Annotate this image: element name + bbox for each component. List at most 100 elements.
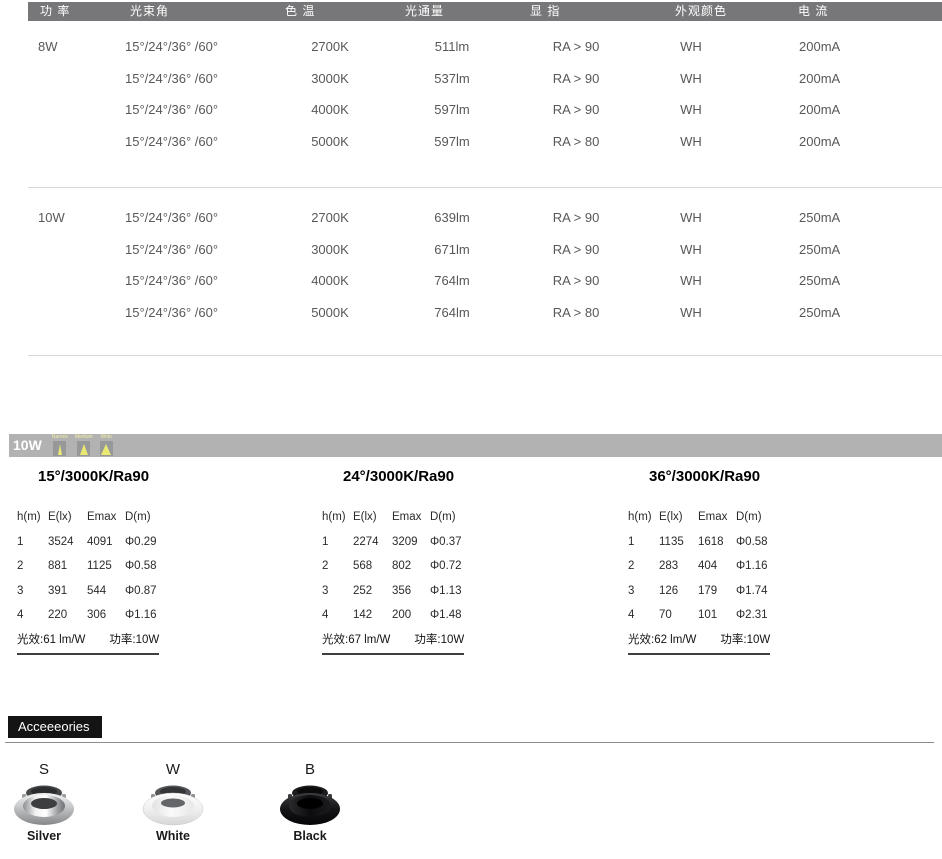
photometric-row: 3 126 179 Φ1.74 bbox=[628, 579, 848, 604]
col-header: h(m) bbox=[628, 511, 652, 524]
cell: Φ0.37 bbox=[430, 535, 462, 548]
banner-power-label: 10W bbox=[13, 437, 42, 453]
photometric-row: 1 2274 3209 Φ0.37 bbox=[322, 530, 542, 555]
appearance-cell: WH bbox=[680, 70, 702, 86]
cell: 802 bbox=[392, 560, 412, 573]
appearance-cell: WH bbox=[680, 273, 702, 289]
black-trim-ring-image bbox=[280, 785, 340, 825]
wide-beam-triangle-icon bbox=[101, 444, 112, 455]
power-label: 功率:10W bbox=[109, 633, 160, 646]
cell: 544 bbox=[87, 584, 107, 597]
beam-angle-cell: 15°/24°/36° /60° bbox=[125, 70, 219, 86]
beam-angle-cell: 15°/24°/36° /60° bbox=[125, 102, 219, 118]
silver-trim-ring-image bbox=[14, 785, 74, 825]
separator-line bbox=[28, 355, 942, 356]
cct-cell: 3000K bbox=[311, 70, 349, 86]
cell: 283 bbox=[659, 560, 679, 573]
photometric-table-title: 24°/3000K/Ra90 bbox=[343, 468, 455, 485]
wide-beam-icon: Wide bbox=[99, 434, 113, 456]
col-header: h(m) bbox=[322, 511, 346, 524]
beam-angle-cell: 15°/24°/36° /60° bbox=[125, 210, 219, 226]
medium-beam-icon: Medium bbox=[75, 434, 93, 456]
cct-cell: 5000K bbox=[311, 304, 349, 320]
cell: 70 bbox=[659, 609, 672, 622]
cell: 220 bbox=[48, 609, 68, 622]
col-header: h(m) bbox=[17, 511, 41, 524]
photometric-row: 3 391 544 Φ0.87 bbox=[17, 579, 237, 604]
col-header-cct: 色 温 bbox=[285, 4, 316, 18]
narrow-beam-icon: Narrow bbox=[52, 434, 68, 456]
col-header-beam-angle: 光束角 bbox=[130, 4, 170, 18]
cell: 404 bbox=[698, 560, 718, 573]
cell: 4 bbox=[322, 609, 329, 622]
cri-cell: RA > 90 bbox=[552, 102, 600, 118]
col-header-cri: 显 指 bbox=[530, 4, 561, 18]
cell: 391 bbox=[48, 584, 68, 597]
cell: 4 bbox=[628, 609, 635, 622]
cell: 1125 bbox=[87, 560, 112, 573]
current-cell: 200mA bbox=[799, 39, 841, 55]
photometric-header-row: h(m) E(lx) Emax D(m) bbox=[17, 505, 237, 530]
spec-group-8w: 8W 15°/24°/36° /60° 2700K 511lm RA > 90 … bbox=[28, 31, 942, 157]
photometric-table-15deg: 15°/3000K/Ra90 h(m) E(lx) Emax D(m) 1 35… bbox=[17, 468, 237, 655]
white-trim-ring-image bbox=[142, 785, 204, 826]
accessory-white: W White bbox=[129, 761, 217, 843]
cell: 200 bbox=[392, 609, 412, 622]
appearance-cell: WH bbox=[680, 133, 702, 149]
cri-cell: RA > 90 bbox=[552, 273, 600, 289]
photometric-footer: 光效:62 lm/W 功率:10W bbox=[628, 631, 770, 655]
col-header: Emax bbox=[392, 511, 422, 524]
photometric-banner: 10W Narrow Medium Wide bbox=[9, 434, 942, 457]
cell: 568 bbox=[353, 560, 373, 573]
cell: 881 bbox=[48, 560, 68, 573]
photometric-row: 2 283 404 Φ1.16 bbox=[628, 554, 848, 579]
spec-table-header: 功 率 光束角 色 温 光通量 显 指 外观颜色 电 流 bbox=[28, 2, 942, 21]
cell: 3524 bbox=[48, 535, 74, 548]
table-row: 15°/24°/36° /60° 4000K 597lm RA > 90 WH … bbox=[28, 94, 942, 126]
cell: 142 bbox=[353, 609, 373, 622]
cct-cell: 5000K bbox=[311, 133, 349, 149]
cri-cell: RA > 90 bbox=[552, 210, 600, 226]
accessory-label: Silver bbox=[26, 829, 62, 843]
accessory-code: B bbox=[304, 761, 315, 778]
photometric-table-title: 36°/3000K/Ra90 bbox=[649, 468, 761, 485]
appearance-cell: WH bbox=[680, 241, 702, 257]
appearance-cell: WH bbox=[680, 210, 702, 226]
cell: 4091 bbox=[87, 535, 113, 548]
cell: Φ0.58 bbox=[736, 535, 768, 548]
current-cell: 250mA bbox=[799, 210, 841, 226]
current-cell: 250mA bbox=[799, 273, 841, 289]
flux-cell: 597lm bbox=[434, 133, 470, 149]
cri-cell: RA > 90 bbox=[552, 39, 600, 55]
photometric-header-row: h(m) E(lx) Emax D(m) bbox=[628, 505, 848, 530]
flux-cell: 639lm bbox=[434, 210, 470, 226]
photometric-table-24deg: 24°/3000K/Ra90 h(m) E(lx) Emax D(m) 1 22… bbox=[322, 468, 542, 655]
beam-tile bbox=[99, 441, 113, 456]
cell: 1135 bbox=[659, 535, 684, 548]
cell: Φ0.29 bbox=[125, 535, 157, 548]
cri-cell: RA > 90 bbox=[552, 241, 600, 257]
cell: 3 bbox=[322, 584, 329, 597]
cell: Φ1.48 bbox=[430, 609, 462, 622]
cct-cell: 3000K bbox=[311, 241, 349, 257]
power-cell: 10W bbox=[38, 210, 65, 226]
appearance-cell: WH bbox=[680, 102, 702, 118]
cell: 1 bbox=[628, 535, 635, 548]
current-cell: 200mA bbox=[799, 133, 841, 149]
col-header: E(lx) bbox=[659, 511, 683, 524]
table-row: 15°/24°/36° /60° 3000K 671lm RA > 90 WH … bbox=[28, 234, 942, 266]
photometric-footer: 光效:67 lm/W 功率:10W bbox=[322, 631, 464, 655]
table-row: 15°/24°/36° /60° 3000K 537lm RA > 90 WH … bbox=[28, 63, 942, 95]
cell: 3 bbox=[17, 584, 24, 597]
col-header: D(m) bbox=[125, 511, 151, 524]
photometric-row: 4 70 101 Φ2.31 bbox=[628, 603, 848, 628]
table-row: 10W 15°/24°/36° /60° 2700K 639lm RA > 90… bbox=[28, 202, 942, 234]
table-row: 8W 15°/24°/36° /60° 2700K 511lm RA > 90 … bbox=[28, 31, 942, 63]
cell: 306 bbox=[87, 609, 107, 622]
flux-cell: 597lm bbox=[434, 102, 470, 118]
beam-angle-cell: 15°/24°/36° /60° bbox=[125, 133, 219, 149]
cell: Φ1.74 bbox=[736, 584, 768, 597]
cell: 356 bbox=[392, 584, 412, 597]
flux-cell: 671lm bbox=[434, 241, 470, 257]
